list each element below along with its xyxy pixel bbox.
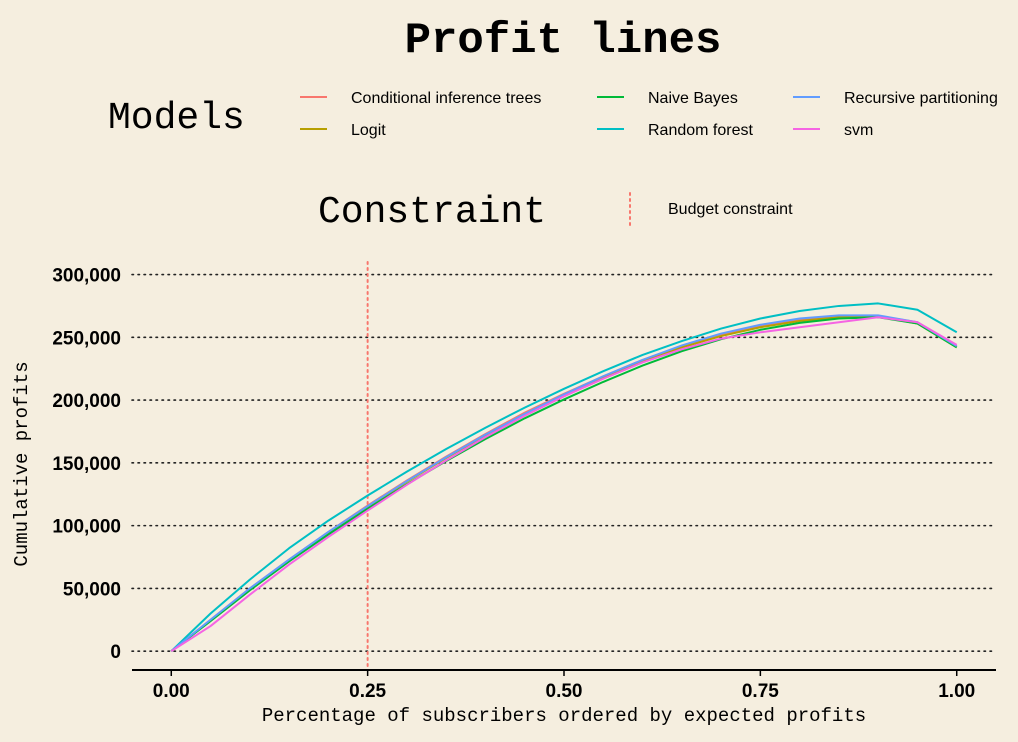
- series-line-naive-bayes: [170, 316, 958, 652]
- gridlines: [131, 273, 997, 652]
- legend-label: svm: [844, 122, 873, 139]
- y-tick-label: 0: [110, 642, 121, 663]
- chart-title: Profit lines: [405, 16, 722, 66]
- x-tick-label: 0.00: [153, 681, 190, 702]
- y-tick-label: 250,000: [52, 328, 121, 349]
- y-tick-label: 50,000: [63, 579, 121, 600]
- models-legend: Models Conditional inference trees Logit N…: [108, 90, 998, 140]
- y-tick-label: 300,000: [52, 266, 121, 287]
- legend-label: Conditional inference trees: [351, 90, 541, 107]
- y-axis-label: Cumulative profits: [11, 361, 33, 566]
- y-tick-labels: 0 50,000 100,000 150,000 200,000 250,000 300,0…: [52, 266, 121, 664]
- x-tick-label: 0.50: [546, 681, 583, 702]
- constraint-legend-title: Constraint: [318, 191, 546, 234]
- series-line-recursive-partitioning: [170, 314, 958, 652]
- series-line-logit: [170, 315, 958, 652]
- constraint-legend: Constraint Budget constraint: [318, 191, 793, 234]
- y-tick-label: 150,000: [52, 454, 121, 475]
- series-line-svm: [170, 316, 958, 653]
- legend-title: Models: [108, 97, 245, 140]
- legend-label: Random forest: [648, 122, 753, 139]
- x-axis: 0.00 0.25 0.50 0.75 1.00: [132, 669, 996, 702]
- series-line-random-forest: [170, 302, 958, 652]
- legend-label: Naive Bayes: [648, 90, 738, 107]
- x-axis-label: Percentage of subscribers ordered by exp…: [262, 705, 866, 727]
- series-lines: [170, 302, 958, 653]
- y-tick-label: 200,000: [52, 391, 121, 412]
- legend-label: Logit: [351, 122, 386, 139]
- legend-label: Recursive partitioning: [844, 90, 998, 107]
- y-tick-label: 100,000: [52, 517, 121, 538]
- plot-area: 0 50,000 100,000 150,000 200,000 250,000 300,0…: [52, 261, 997, 702]
- series-line-conditional-inference-trees: [170, 314, 958, 652]
- x-tick-label: 0.75: [742, 681, 779, 702]
- constraint-legend-label: Budget constraint: [668, 201, 793, 218]
- x-tick-label: 0.25: [349, 681, 386, 702]
- x-tick-label: 1.00: [938, 681, 975, 702]
